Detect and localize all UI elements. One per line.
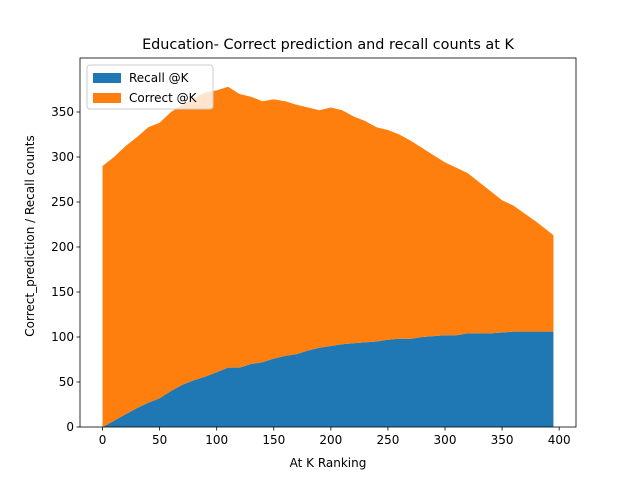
x-axis-label: At K Ranking [290, 456, 367, 470]
x-tick-label: 400 [548, 433, 571, 447]
y-tick-label: 200 [51, 240, 74, 254]
area [102, 86, 554, 428]
x-tick-label: 0 [99, 433, 107, 447]
x-tick-label: 50 [152, 433, 167, 447]
y-tick-label: 0 [66, 420, 74, 434]
y-tick-label: 350 [51, 105, 74, 119]
chart-title: Education- Correct prediction and recall… [142, 37, 514, 53]
legend-label: Recall @K [129, 71, 190, 85]
plot-frame [79, 57, 577, 428]
legend-label: Correct @K [129, 91, 198, 105]
y-tick-label: 50 [59, 375, 74, 389]
y-tick-label: 150 [51, 285, 74, 299]
x-tick-label: 350 [491, 433, 514, 447]
area [102, 331, 554, 427]
y-axis-label: Correct_prediction / Recall counts [23, 135, 37, 336]
legend-swatch [93, 93, 121, 103]
y-tick-label: 250 [51, 195, 74, 209]
x-tick-label: 250 [376, 433, 399, 447]
y-tick-label: 100 [51, 330, 74, 344]
x-tick-label: 200 [319, 433, 342, 447]
y-tick-label: 300 [51, 150, 74, 164]
legend-swatch [93, 73, 121, 83]
x-tick-label: 100 [205, 433, 228, 447]
x-tick-label: 300 [434, 433, 457, 447]
x-tick-label: 150 [262, 433, 285, 447]
